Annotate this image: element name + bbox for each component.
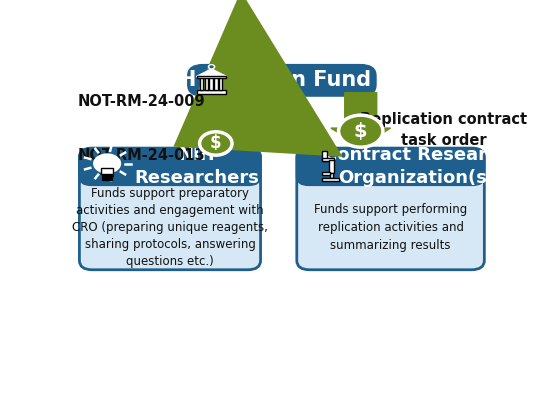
FancyBboxPatch shape	[200, 77, 204, 90]
Text: Funds support performing
replication activities and
summarizing results: Funds support performing replication act…	[314, 203, 467, 252]
Circle shape	[210, 65, 213, 68]
FancyBboxPatch shape	[102, 178, 112, 180]
Circle shape	[339, 115, 383, 147]
FancyBboxPatch shape	[101, 168, 113, 174]
Polygon shape	[196, 69, 227, 77]
FancyBboxPatch shape	[297, 148, 485, 185]
Text: $: $	[210, 134, 222, 152]
FancyBboxPatch shape	[210, 77, 213, 90]
Text: Contract Research
Organization(s): Contract Research Organization(s)	[323, 146, 510, 187]
FancyBboxPatch shape	[322, 178, 339, 181]
FancyBboxPatch shape	[205, 77, 208, 90]
Polygon shape	[331, 93, 390, 146]
Text: Funds support preparatory
activities and engagement with
CRO (preparing unique r: Funds support preparatory activities and…	[72, 187, 268, 268]
FancyBboxPatch shape	[329, 160, 334, 173]
FancyBboxPatch shape	[102, 177, 112, 178]
Text: $: $	[354, 122, 367, 141]
FancyBboxPatch shape	[322, 172, 330, 175]
Circle shape	[200, 132, 232, 155]
Text: NIH
Researchers: NIH Researchers	[135, 146, 260, 187]
FancyBboxPatch shape	[297, 148, 485, 270]
FancyBboxPatch shape	[197, 90, 225, 94]
FancyBboxPatch shape	[322, 151, 327, 161]
FancyBboxPatch shape	[79, 148, 261, 185]
FancyBboxPatch shape	[188, 65, 376, 96]
Text: NOT-RM-24-009

NOT-RM-24-013: NOT-RM-24-009 NOT-RM-24-013	[78, 94, 205, 162]
FancyBboxPatch shape	[329, 173, 333, 178]
FancyBboxPatch shape	[322, 158, 334, 161]
Circle shape	[208, 64, 216, 70]
FancyBboxPatch shape	[102, 175, 113, 176]
FancyBboxPatch shape	[214, 77, 217, 90]
Circle shape	[93, 153, 121, 174]
FancyBboxPatch shape	[219, 77, 222, 90]
FancyBboxPatch shape	[197, 76, 226, 78]
Text: NIH Common Fund: NIH Common Fund	[154, 70, 371, 90]
FancyBboxPatch shape	[79, 148, 261, 270]
Text: Replication contract
task order: Replication contract task order	[360, 112, 527, 148]
